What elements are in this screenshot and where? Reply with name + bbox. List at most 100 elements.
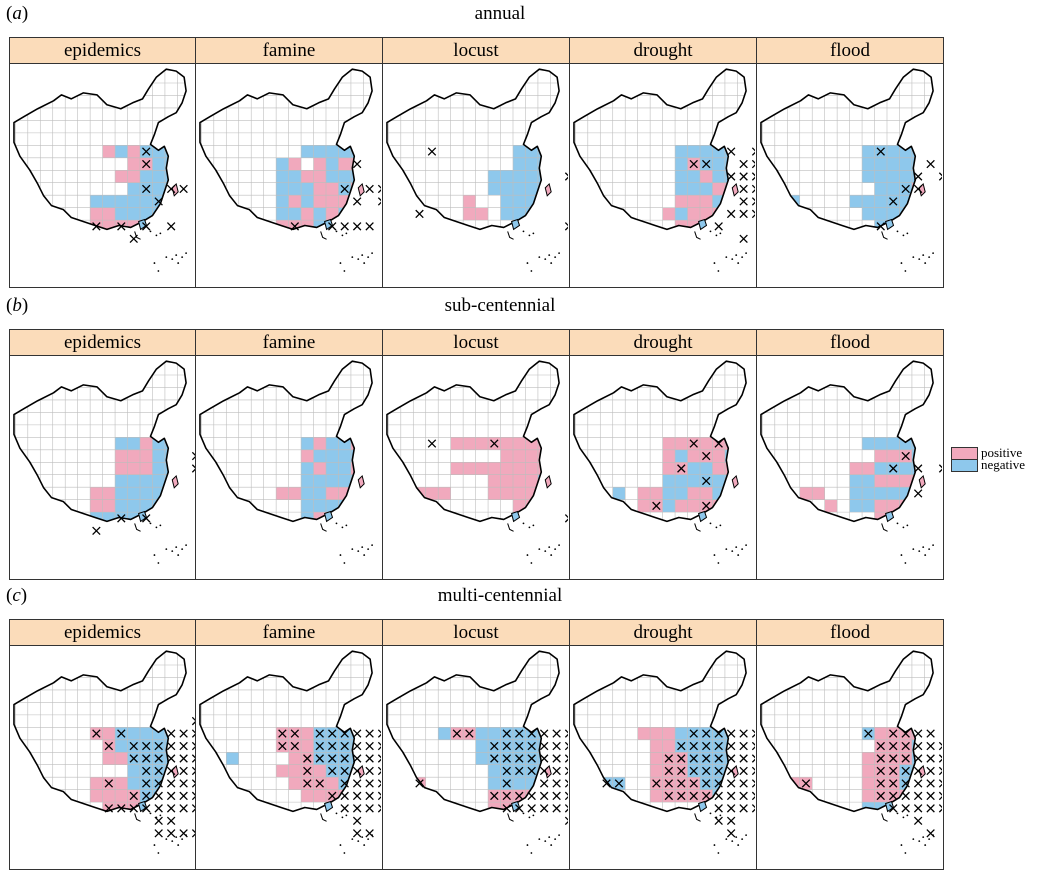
- negative-cell: [301, 462, 314, 475]
- significance-cross: [889, 779, 898, 788]
- negative-cell: [288, 207, 302, 221]
- coast-line: [694, 523, 701, 532]
- island-dot: [357, 840, 360, 842]
- significance-cross: [315, 729, 324, 738]
- significance-cross: [876, 754, 885, 763]
- positive-cell: [937, 512, 942, 524]
- positive-cell: [899, 220, 912, 230]
- negative-cell: [537, 487, 551, 500]
- legend-positive-label: positive: [981, 445, 1023, 460]
- island-dot: [906, 814, 909, 817]
- panel-letter: (b): [6, 295, 29, 316]
- negative-cell: [512, 157, 526, 171]
- island-dot: [709, 812, 712, 815]
- island-dot: [341, 234, 344, 237]
- negative-cell: [164, 195, 178, 208]
- negative-cell: [750, 220, 755, 232]
- negative-cell: [849, 487, 863, 500]
- negative-cell: [750, 512, 755, 524]
- panel-title: annual: [474, 3, 526, 24]
- significance-cross: [179, 741, 188, 751]
- negative-cell: [687, 182, 700, 196]
- positive-cell: [911, 220, 925, 230]
- significance-cross: [502, 729, 511, 738]
- significance-cross: [129, 804, 138, 813]
- significance-cross: [142, 741, 151, 751]
- negative-cell: [152, 170, 165, 183]
- negative-cell: [276, 207, 289, 221]
- negative-cell: [899, 462, 912, 475]
- island-dot: [532, 814, 535, 817]
- negative-cell: [750, 475, 755, 487]
- significance-cross: [889, 791, 898, 801]
- negative-cell: [488, 182, 501, 196]
- negative-cell: [874, 195, 887, 208]
- island-dot: [904, 562, 907, 564]
- island-dot: [538, 548, 541, 551]
- negative-cell: [563, 500, 568, 512]
- significance-cross: [340, 729, 349, 738]
- island-dot: [922, 254, 925, 257]
- significance-cross: [739, 209, 748, 219]
- island-dot: [153, 262, 156, 264]
- island-dot: [351, 256, 354, 259]
- positive-cell: [115, 449, 128, 463]
- negative-cell: [862, 474, 875, 488]
- negative-cell: [363, 170, 373, 183]
- positive-cell: [139, 437, 153, 450]
- significance-cross: [938, 766, 942, 776]
- negative-cell: [750, 777, 755, 789]
- significance-cross: [340, 184, 349, 194]
- negative-cell: [475, 727, 489, 740]
- negative-cell: [937, 790, 942, 802]
- negative-cell: [725, 233, 737, 245]
- negative-cell: [550, 195, 560, 208]
- negative-cell: [849, 499, 863, 513]
- facet-locust: locust: [383, 37, 570, 288]
- positive-cell: [886, 449, 900, 463]
- facet-strip-label: epidemics: [10, 620, 195, 646]
- island-dot: [526, 844, 529, 846]
- negative-cell: [886, 145, 900, 158]
- island-dot: [538, 256, 541, 259]
- island-dot: [737, 554, 740, 556]
- negative-cell: [924, 245, 936, 257]
- negative-cell: [139, 195, 153, 208]
- china-map: [199, 68, 381, 272]
- negative-cell: [750, 690, 755, 702]
- negative-cell: [190, 220, 195, 232]
- negative-cell: [750, 715, 755, 727]
- significance-cross: [352, 729, 362, 738]
- island-dot: [175, 546, 178, 549]
- island-dot: [538, 838, 541, 841]
- negative-cell: [737, 512, 747, 522]
- island-dot: [526, 554, 529, 556]
- legend-negative-label: negative: [981, 457, 1026, 472]
- negative-cell: [750, 145, 755, 157]
- significance-cross: [142, 754, 151, 763]
- negative-cell: [376, 208, 381, 220]
- significance-cross: [702, 779, 711, 788]
- positive-cell: [140, 815, 152, 827]
- island-dot: [558, 834, 560, 837]
- facet-strip-label: locust: [383, 38, 569, 64]
- significance-cross: [602, 779, 611, 788]
- significance-cross: [714, 754, 723, 763]
- island-dot: [735, 836, 738, 839]
- significance-cross: [129, 741, 138, 751]
- negative-cell: [127, 474, 140, 488]
- negative-cell: [937, 765, 942, 777]
- negative-cell: [874, 462, 887, 475]
- negative-cell: [139, 474, 153, 488]
- significance-cross: [290, 741, 300, 751]
- significance-cross: [677, 754, 686, 763]
- positive-cell: [650, 789, 663, 803]
- positive-cell: [90, 789, 103, 803]
- significance-cross: [179, 804, 188, 813]
- significance-cross: [677, 464, 686, 473]
- negative-cell: [563, 715, 568, 727]
- island-dot: [181, 548, 184, 551]
- negative-cell: [563, 802, 568, 814]
- significance-cross: [739, 234, 748, 244]
- negative-cell: [190, 487, 195, 499]
